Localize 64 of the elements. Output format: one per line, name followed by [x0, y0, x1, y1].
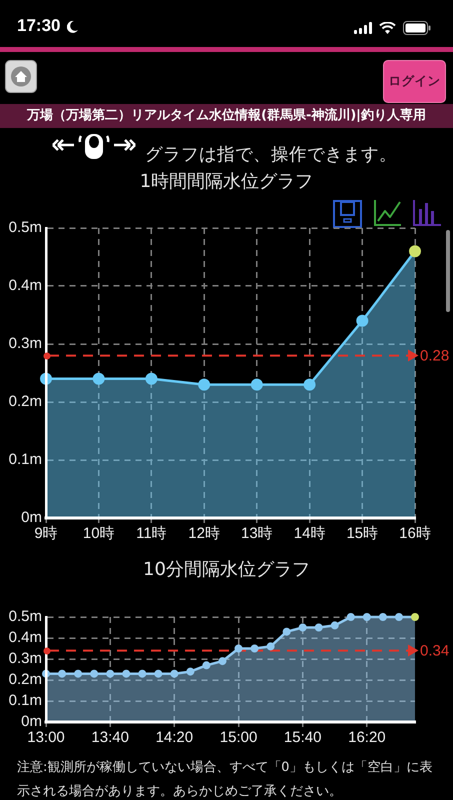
point	[122, 670, 130, 678]
x-tick-label: 14:20	[156, 729, 194, 746]
x-tick-label: 14時	[294, 525, 326, 542]
point	[234, 644, 243, 652]
point	[138, 670, 146, 678]
chart-title: 10分間隔水位グラフ	[142, 558, 311, 581]
point	[394, 613, 403, 621]
point	[356, 314, 368, 327]
point	[298, 624, 307, 632]
text: 注意:観測所が稼働していない場合、すべて「0」もしくは「空白」に表示される場合があります。あらかじめご了承ください。	[17, 759, 433, 800]
x-tick-label: 10時	[82, 525, 115, 542]
y-tick-label: 0m	[21, 509, 42, 526]
y-tick-label: 0.1m	[8, 692, 42, 710]
point	[202, 661, 210, 670]
y-tick-label: 0.3m	[8, 335, 42, 352]
y-tick-label: 0m	[21, 713, 42, 730]
point	[346, 613, 355, 621]
x-tick-label: 11時	[136, 525, 167, 542]
x-tick-label: 15時	[346, 525, 378, 542]
chart-title: 1時間間隔水位グラフ	[138, 170, 314, 193]
ref-line-label: 0.34	[420, 642, 450, 660]
y-tick-label: 0.2m	[8, 671, 42, 688]
point	[186, 668, 194, 676]
y-tick-label: 0.3m	[8, 650, 42, 668]
ref-line-label: 0.28	[420, 348, 450, 365]
y-tick-label: 0.2m	[8, 393, 42, 410]
point	[362, 613, 371, 621]
point	[218, 657, 226, 666]
y-tick-label: 0.5m	[8, 219, 42, 236]
point	[266, 642, 275, 650]
point	[250, 378, 263, 391]
x-tick-label: 16時	[399, 525, 431, 542]
x-tick-label: 9時	[34, 525, 58, 542]
point	[250, 644, 259, 652]
point	[145, 372, 158, 385]
point	[282, 628, 291, 636]
y-tick-label: 0.4m	[8, 629, 42, 646]
x-tick-label: 13:00	[27, 729, 65, 746]
point	[154, 670, 162, 678]
x-tick-label: 12時	[188, 525, 220, 542]
point	[330, 621, 339, 630]
point	[378, 613, 387, 621]
point	[314, 624, 323, 632]
point	[106, 670, 114, 678]
x-tick-label: 15:00	[220, 729, 258, 746]
point	[90, 670, 98, 678]
text: グラフは指で、操作できます。	[145, 144, 397, 166]
x-tick-label: 13時	[241, 525, 273, 542]
point	[74, 670, 82, 678]
y-tick-label: 0.1m	[8, 451, 42, 468]
point	[409, 245, 421, 258]
x-tick-label: 13:40	[91, 729, 129, 746]
point	[92, 372, 105, 385]
point	[170, 670, 178, 678]
text: 万場（万場第二）リアルタイム水位情報(群馬県-神流川)|釣り人専用	[26, 107, 427, 124]
point	[198, 378, 210, 391]
point	[58, 670, 66, 678]
text: 17:30	[17, 16, 60, 36]
point	[411, 613, 419, 621]
x-tick-label: 16:20	[348, 729, 386, 746]
point	[304, 378, 316, 391]
x-tick-label: 15:40	[284, 729, 322, 746]
y-tick-label: 0.5m	[8, 608, 42, 626]
y-tick-label: 0.4m	[8, 277, 42, 294]
